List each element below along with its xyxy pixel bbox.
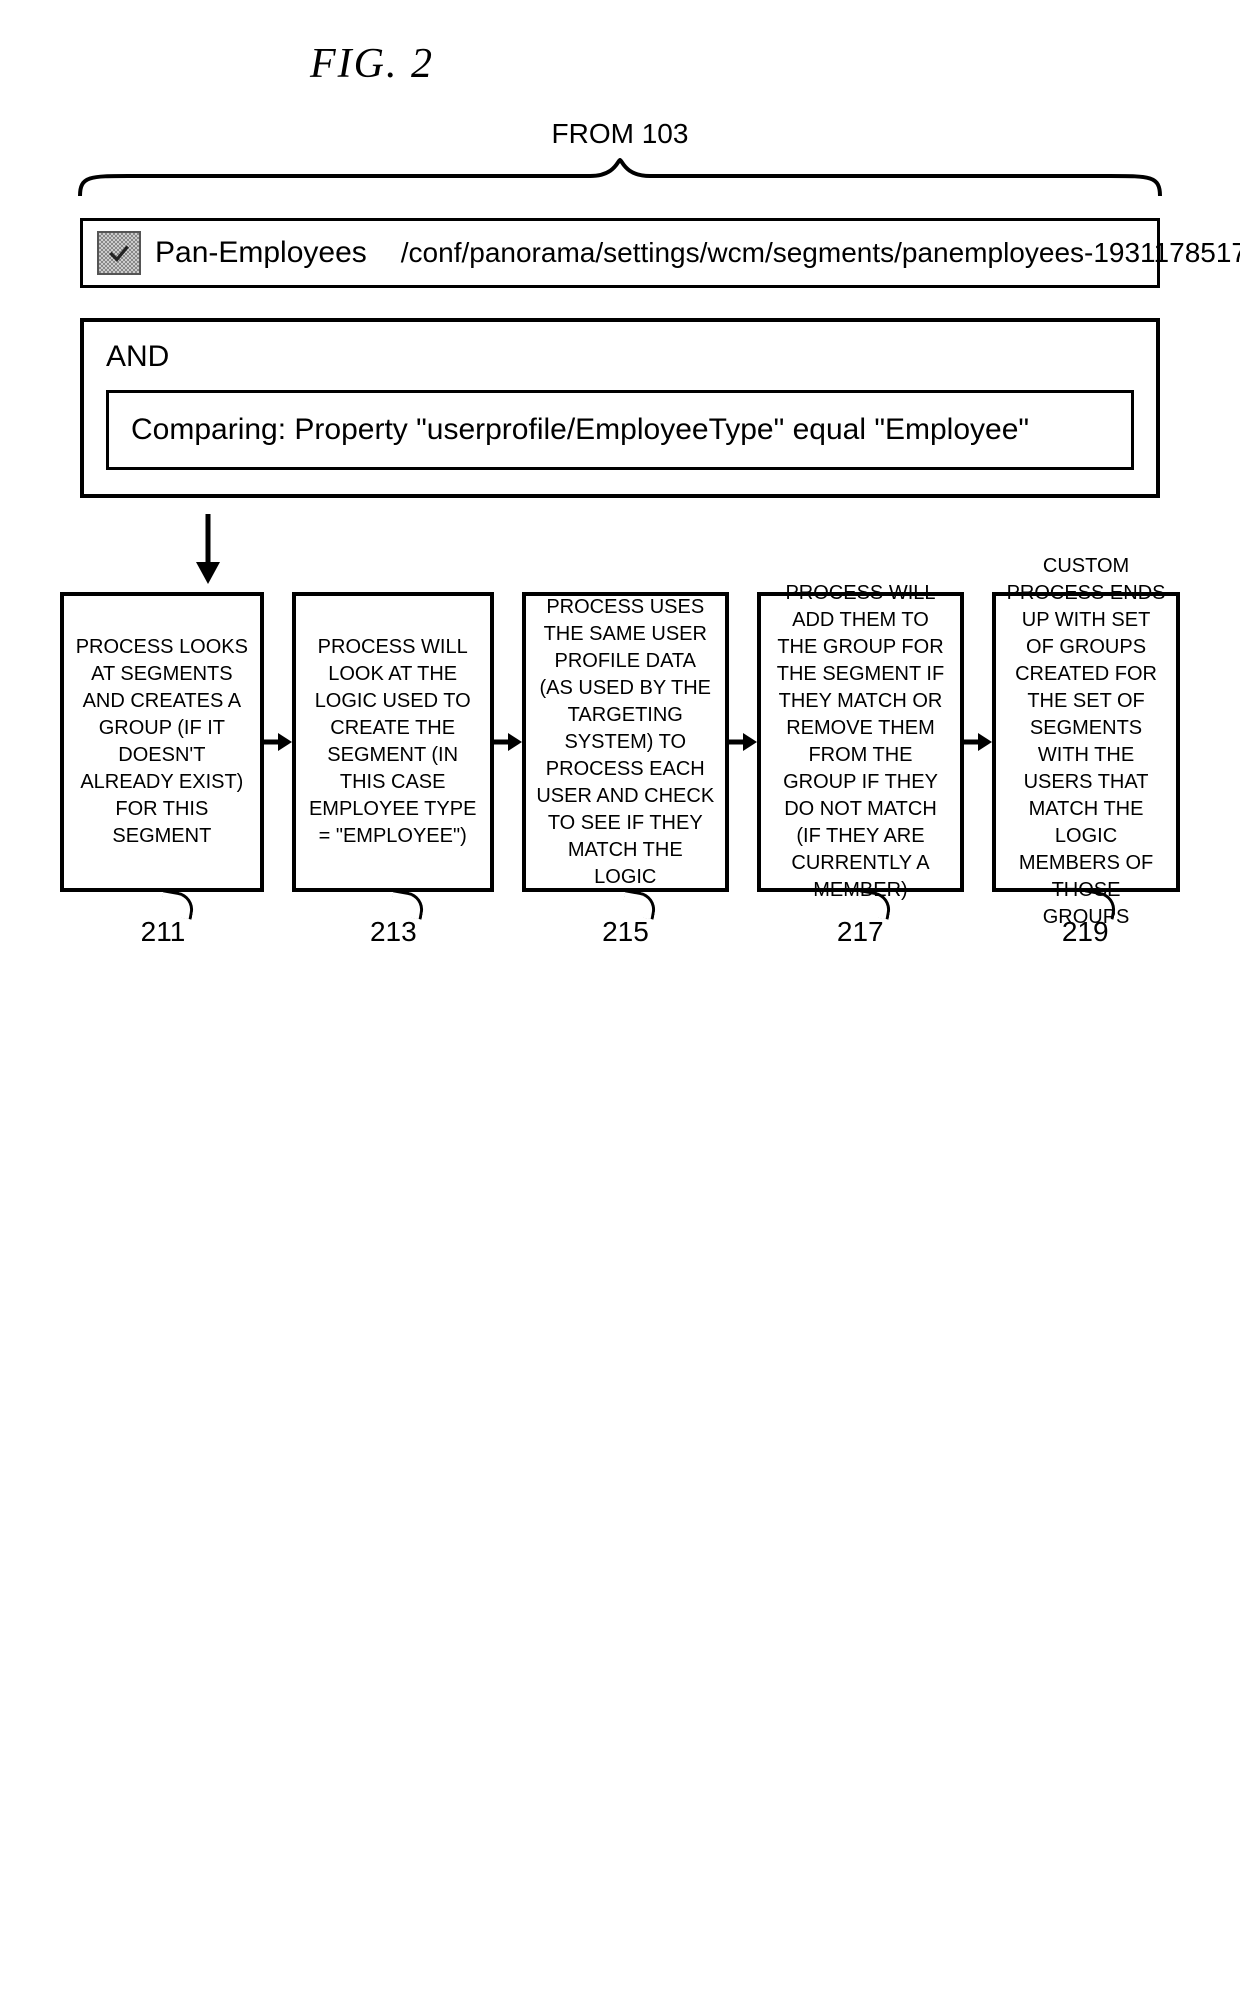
flow-arrow-icon [729,592,757,892]
top-brace [70,158,1170,198]
flow-box-219: CUSTOM PROCESS ENDS UP WITH SET OF GROUP… [992,592,1180,892]
flow-arrow-icon [494,592,522,892]
and-block: AND Comparing: Property "userprofile/Emp… [80,318,1160,498]
ref-215: 215 [521,898,731,930]
refnum-row: 211 213 215 217 219 [60,898,1180,930]
ref-213: 213 [291,898,495,930]
flow-arrow-icon [964,592,992,892]
segment-name: Pan-Employees [155,236,367,270]
flow-box-215: PROCESS USES THE SAME USER PROFILE DATA … [522,592,729,892]
flow-box-211: PROCESS LOOKS AT SEGMENTS AND CREATES A … [60,592,264,892]
from-label: FROM 103 [50,118,1190,150]
check-icon [97,231,141,275]
flow-box-217: PROCESS WILL ADD THEM TO THE GROUP FOR T… [757,592,964,892]
ref-211: 211 [60,898,266,930]
path-bar: Pan-Employees /conf/panorama/settings/wc… [80,218,1160,288]
flow-row: PROCESS LOOKS AT SEGMENTS AND CREATES A … [60,592,1180,892]
ref-219: 219 [990,898,1180,930]
flow-box-213: PROCESS WILL LOOK AT THE LOGIC USED TO C… [292,592,494,892]
compare-box: Comparing: Property "userprofile/Employe… [106,390,1134,470]
and-label: AND [106,340,1134,374]
segment-path: /conf/panorama/settings/wcm/segments/pan… [401,237,1240,269]
ref-217: 217 [756,898,966,930]
flow-arrow-icon [264,592,292,892]
figure-title: FIG. 2 [310,40,1190,88]
